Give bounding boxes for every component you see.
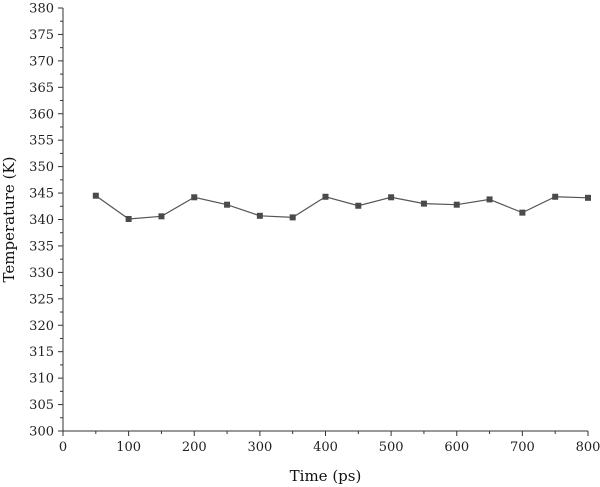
data-point	[158, 213, 165, 220]
x-tick-label: 400	[313, 440, 338, 455]
series	[92, 192, 591, 222]
series-line	[95, 195, 589, 220]
y-tick-label: 320	[29, 319, 54, 334]
data-point	[92, 192, 99, 199]
y-tick-label: 380	[29, 2, 54, 17]
y-tick-label: 340	[29, 213, 54, 228]
data-point	[453, 201, 460, 208]
data-point	[486, 196, 493, 203]
ticks: 0 100 200 300 400 500 600 700 800 300 305 310 315 320…	[29, 2, 600, 456]
y-tick-label: 330	[29, 266, 54, 281]
y-tick-label: 315	[29, 345, 54, 360]
y-tick-label: 370	[29, 54, 54, 69]
data-point	[585, 194, 591, 201]
y-tick-label: 305	[29, 398, 54, 413]
x-tick-label: 300	[247, 440, 272, 455]
x-axis-label: Time (ps)	[290, 467, 362, 485]
x-tick-label: 100	[116, 440, 141, 455]
x-tick-label: 500	[379, 440, 404, 455]
y-tick-label: 360	[29, 107, 54, 122]
axes	[62, 8, 588, 432]
data-point	[552, 193, 559, 200]
x-tick-label: 200	[182, 440, 207, 455]
x-tick-label: 0	[59, 440, 67, 455]
y-tick-label: 350	[29, 160, 54, 175]
data-point	[191, 194, 198, 201]
y-tick-label: 335	[29, 239, 54, 254]
y-tick-label: 310	[29, 372, 54, 387]
x-tick-label: 700	[510, 440, 535, 455]
y-tick-label: 325	[29, 292, 54, 307]
y-tick-label: 345	[29, 187, 54, 202]
x-tick-label: 600	[444, 440, 469, 455]
data-point	[256, 212, 263, 219]
y-tick-label: 375	[29, 28, 54, 43]
y-tick-label: 365	[29, 81, 54, 96]
data-point	[322, 193, 329, 200]
x-tick-label: 800	[576, 440, 600, 455]
data-point	[289, 214, 296, 221]
y-tick-label: 355	[29, 134, 54, 149]
y-tick-label: 300	[29, 425, 54, 440]
data-point	[355, 202, 362, 209]
data-point	[519, 209, 526, 216]
y-axis-label: Temperature (K)	[0, 157, 18, 283]
data-point	[420, 200, 427, 207]
data-point	[388, 194, 395, 201]
data-point	[125, 215, 132, 222]
data-point	[224, 201, 231, 208]
